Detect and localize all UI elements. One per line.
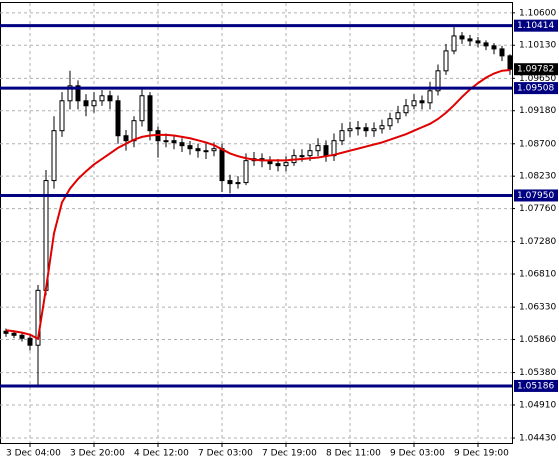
candle-body (75, 85, 81, 102)
y-tick-label: 1.05860 (519, 335, 556, 345)
candle-body (411, 100, 417, 107)
level-label: 1.10414 (517, 21, 554, 31)
candle-body (195, 148, 201, 152)
candle-body (363, 127, 369, 132)
candle-body (483, 42, 489, 47)
candle-body (323, 145, 329, 157)
candle-body (131, 120, 137, 142)
current-price-box (514, 63, 558, 76)
y-tick-label: 1.04430 (519, 434, 556, 444)
plot-frame (0, 2, 513, 444)
candle-body (275, 163, 281, 167)
candle-body (459, 35, 465, 40)
x-tick-label: 8 Dec 11:00 (326, 449, 381, 459)
candle-body (19, 334, 25, 339)
level-label-box (514, 82, 558, 95)
y-tick-label: 1.08230 (519, 172, 556, 182)
candle-body (99, 95, 105, 102)
candle-body (307, 150, 313, 157)
candle-body (507, 55, 513, 70)
candle-body (379, 125, 385, 130)
level-label-box (514, 189, 558, 202)
candle-body (115, 100, 121, 137)
candle-body (475, 40, 481, 44)
candle-body (51, 130, 57, 182)
y-tick-label: 1.04910 (519, 400, 556, 410)
y-tick-label: 1.10130 (519, 41, 556, 51)
candle-body (11, 332, 17, 336)
candle-body (211, 148, 217, 152)
candle-body (179, 142, 185, 147)
candle-body (123, 135, 129, 142)
candle-body (395, 112, 401, 120)
candle-body (355, 127, 361, 130)
candle-body (67, 85, 73, 102)
candle-body (187, 145, 193, 150)
y-tick-label: 1.05380 (519, 368, 556, 378)
candle-body (347, 128, 353, 132)
candle-body (339, 130, 345, 142)
level-label-box (514, 19, 558, 32)
candle-body (27, 337, 33, 346)
candle-body (315, 145, 321, 152)
level-label: 1.09508 (517, 84, 554, 94)
candle-body (387, 118, 393, 127)
candle-body (107, 95, 113, 102)
x-tick-label: 7 Dec 03:00 (198, 449, 253, 459)
candle-body (235, 182, 241, 185)
candle-body (219, 148, 225, 182)
candle-body (331, 140, 337, 157)
candle-body (371, 128, 377, 132)
y-tick-label: 1.09650 (519, 74, 556, 84)
level-label: 1.05186 (517, 381, 554, 391)
candle-body (299, 155, 305, 158)
current-price-label: 1.09782 (517, 65, 554, 75)
candle-body (147, 95, 153, 132)
y-tick-label: 1.06810 (519, 270, 556, 280)
x-tick-label: 9 Dec 19:00 (454, 449, 509, 459)
candle-body (403, 105, 409, 114)
candle-body (139, 95, 145, 122)
y-tick-label: 1.06330 (519, 303, 556, 313)
x-tick-label: 4 Dec 12:00 (134, 449, 189, 459)
candle-body (227, 180, 233, 185)
candle-body (467, 38, 473, 42)
candle-body (491, 45, 497, 50)
candle-body (419, 100, 425, 104)
level-label: 1.07950 (517, 191, 554, 201)
y-tick-label: 1.08700 (519, 139, 556, 149)
candle-body (499, 48, 505, 57)
candle-body (443, 50, 449, 72)
candle-body (171, 140, 177, 144)
x-tick-label: 9 Dec 03:00 (390, 449, 445, 459)
x-tick-label: 3 Dec 04:00 (6, 449, 61, 459)
candle-body (91, 100, 97, 107)
moving-average (5, 69, 511, 341)
candle-body (283, 162, 289, 167)
candle-body (435, 70, 441, 92)
x-tick-label: 7 Dec 19:00 (262, 449, 317, 459)
candle-body (451, 35, 457, 52)
x-tick-label: 3 Dec 20:00 (70, 449, 125, 459)
candle-body (243, 160, 249, 184)
candle-body (83, 100, 89, 107)
candle-body (427, 90, 433, 104)
y-tick-label: 1.09180 (519, 106, 556, 116)
candle-body (35, 289, 41, 346)
y-tick-label: 1.10600 (519, 8, 556, 18)
level-label-box (514, 379, 558, 392)
y-tick-label: 1.07280 (519, 237, 556, 247)
candle-body (203, 150, 209, 153)
y-tick-label: 1.07760 (519, 204, 556, 214)
candle-body (59, 100, 65, 132)
candle-body (3, 330, 9, 334)
candle-body (163, 140, 169, 143)
